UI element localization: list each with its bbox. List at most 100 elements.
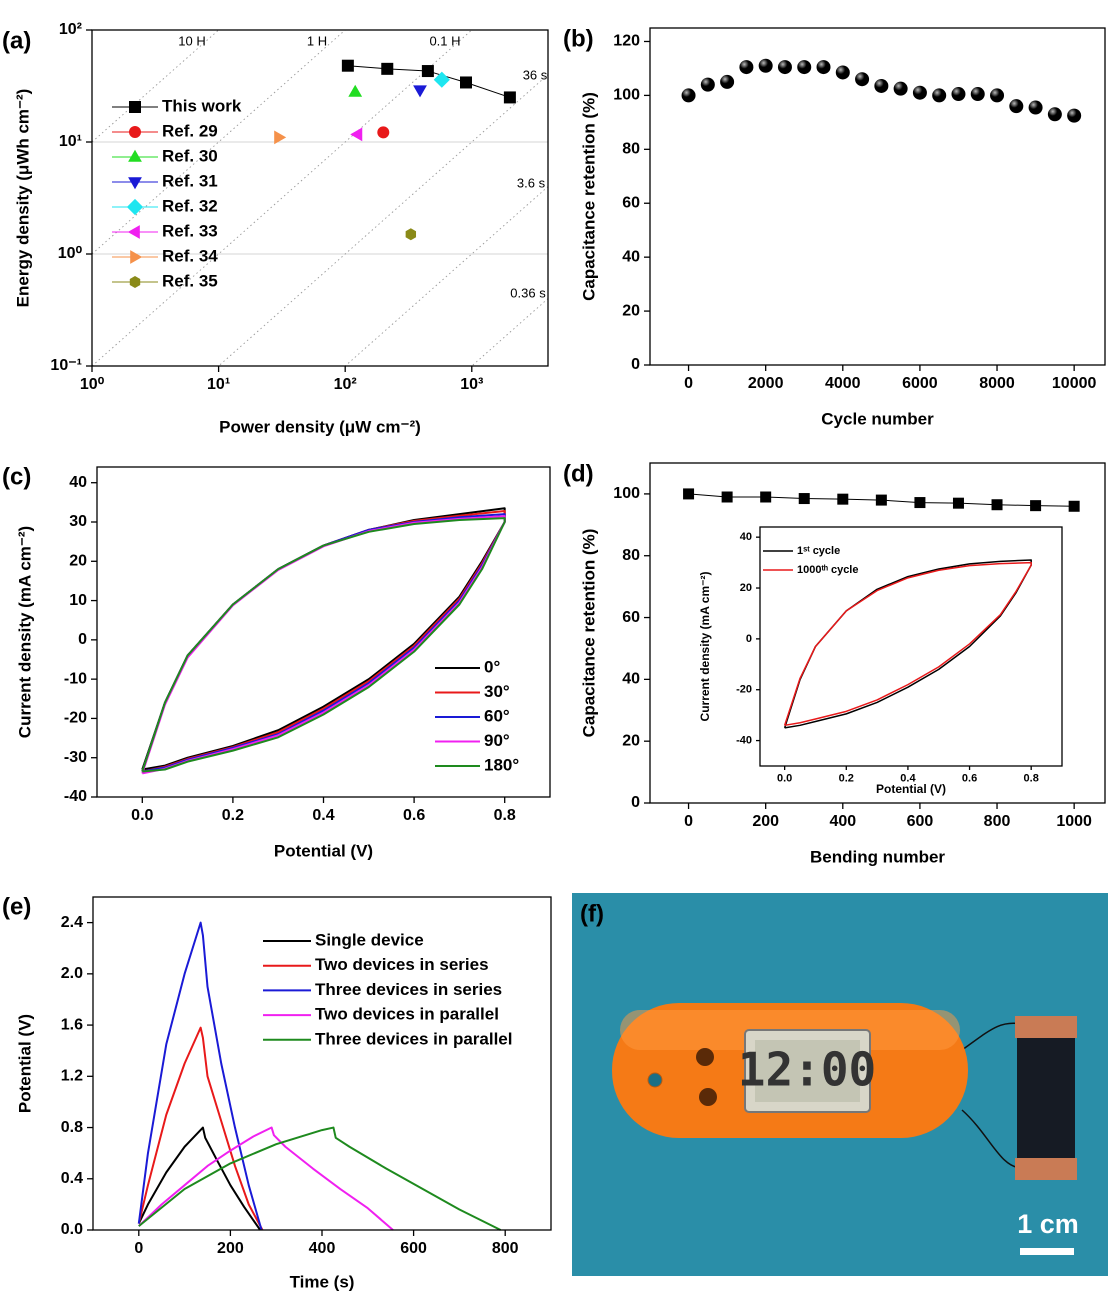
legend-marker [128, 149, 142, 162]
y-tick-label: 100 [613, 485, 640, 502]
marker [405, 228, 417, 241]
x-axis-label: Bending number [810, 847, 945, 866]
guide-label: 1 H [307, 33, 327, 48]
marker [350, 127, 363, 142]
legend-label: Ref. 31 [162, 171, 218, 190]
plot-area [92, 30, 548, 366]
legend-marker [128, 177, 142, 190]
series-line [783, 561, 1032, 727]
y-tick-label: 1.2 [61, 1068, 83, 1085]
x-tick-label: 0.2 [839, 773, 854, 785]
marker [341, 59, 354, 72]
x-tick-label: 8000 [979, 375, 1015, 392]
y-tick-label: 0 [746, 633, 752, 645]
x-tick-label: 2000 [748, 375, 784, 392]
marker [816, 60, 831, 75]
clock-button [699, 1088, 717, 1106]
legend-label: This work [162, 96, 242, 115]
y-tick-label: 80 [622, 141, 640, 158]
series-line [138, 1126, 502, 1231]
series-line [137, 1126, 261, 1231]
legend-label: 180° [484, 755, 519, 774]
y-tick-label: 40 [740, 531, 752, 543]
legend-label: 1000ᵗʰ cycle [797, 564, 858, 576]
x-tick-label: 0.4 [312, 807, 334, 824]
marker [274, 130, 287, 145]
marker [797, 60, 812, 75]
x-tick-label: 1000 [1056, 813, 1092, 830]
legend-label: Two devices in series [315, 955, 489, 974]
y-tick-label: 100 [613, 87, 640, 104]
panel-label: (e) [2, 893, 31, 920]
y-tick-label: 30 [69, 513, 87, 530]
plot-frame [91, 29, 549, 367]
marker [760, 491, 772, 503]
y-tick-label: -30 [64, 749, 87, 766]
photo-panel: 12:00 1 cm (f) [572, 893, 1108, 1276]
x-tick-label: 10⁰ [80, 376, 105, 393]
x-tick-label: 0.2 [222, 807, 244, 824]
lcd-text: 12:00 [738, 1043, 876, 1097]
marker [681, 88, 696, 103]
marker [970, 87, 985, 102]
y-tick-label: 10⁻¹ [50, 357, 82, 374]
marker [1068, 500, 1080, 512]
x-axis-label: Potential (V) [876, 782, 946, 796]
legend-label: Three devices in series [315, 980, 502, 999]
x-tick-label: 0 [684, 813, 693, 830]
y-tick-label: 0 [631, 356, 640, 373]
legend-label: Ref. 32 [162, 196, 218, 215]
y-tick-label: 60 [622, 609, 640, 626]
x-tick-label: 200 [217, 1240, 244, 1257]
x-tick-label: 0.8 [1024, 773, 1039, 785]
y-tick-label: 0.0 [61, 1221, 83, 1238]
x-tick-label: 10¹ [207, 376, 230, 393]
y-tick-label: 10¹ [59, 133, 82, 150]
y-tick-label: 40 [622, 248, 640, 265]
guide-label: 3.6 s [517, 175, 546, 190]
fabric-electrode [1017, 1028, 1075, 1178]
marker [683, 488, 695, 500]
y-tick-label: -40 [64, 788, 87, 805]
marker [893, 81, 908, 96]
x-tick-label: 600 [907, 813, 934, 830]
marker [421, 65, 434, 78]
legend-label: 60° [484, 706, 510, 725]
series-line [138, 1126, 394, 1231]
panel-label: (c) [2, 463, 31, 490]
legend-marker [130, 250, 143, 264]
clock-button [696, 1048, 714, 1066]
y-tick-label: 20 [622, 302, 640, 319]
marker [721, 491, 733, 503]
x-tick-label: 0.0 [777, 773, 792, 785]
legend-label: Ref. 33 [162, 221, 218, 240]
x-tick-label: 6000 [902, 375, 938, 392]
marker [932, 88, 947, 103]
scale-bar-label: 1 cm [1017, 1209, 1079, 1239]
y-tick-label: 10 [69, 592, 87, 609]
clock-hole [647, 1072, 663, 1088]
marker [912, 85, 927, 100]
panel-label: (d) [563, 460, 594, 487]
marker [348, 84, 363, 97]
marker [991, 499, 1003, 511]
x-tick-label: 0 [134, 1240, 143, 1257]
x-tick-label: 200 [752, 813, 779, 830]
legend-label: Ref. 34 [162, 246, 218, 265]
guide-label: 10 H [178, 33, 205, 48]
y-tick-label: 2.4 [61, 914, 83, 931]
marker [758, 58, 773, 73]
x-tick-label: 0.6 [403, 807, 425, 824]
panel-label: (f) [580, 900, 604, 927]
y-axis-label: Capacitance retention (%) [579, 92, 598, 301]
scale-bar [1020, 1248, 1074, 1255]
marker [835, 65, 850, 80]
legend-marker [126, 198, 144, 216]
y-tick-label: 0.8 [61, 1119, 83, 1136]
legend-label: 30° [484, 682, 510, 701]
y-tick-label: -20 [736, 684, 752, 696]
y-tick-label: 60 [622, 194, 640, 211]
legend-marker [129, 101, 141, 113]
x-tick-label: 10000 [1052, 375, 1097, 392]
